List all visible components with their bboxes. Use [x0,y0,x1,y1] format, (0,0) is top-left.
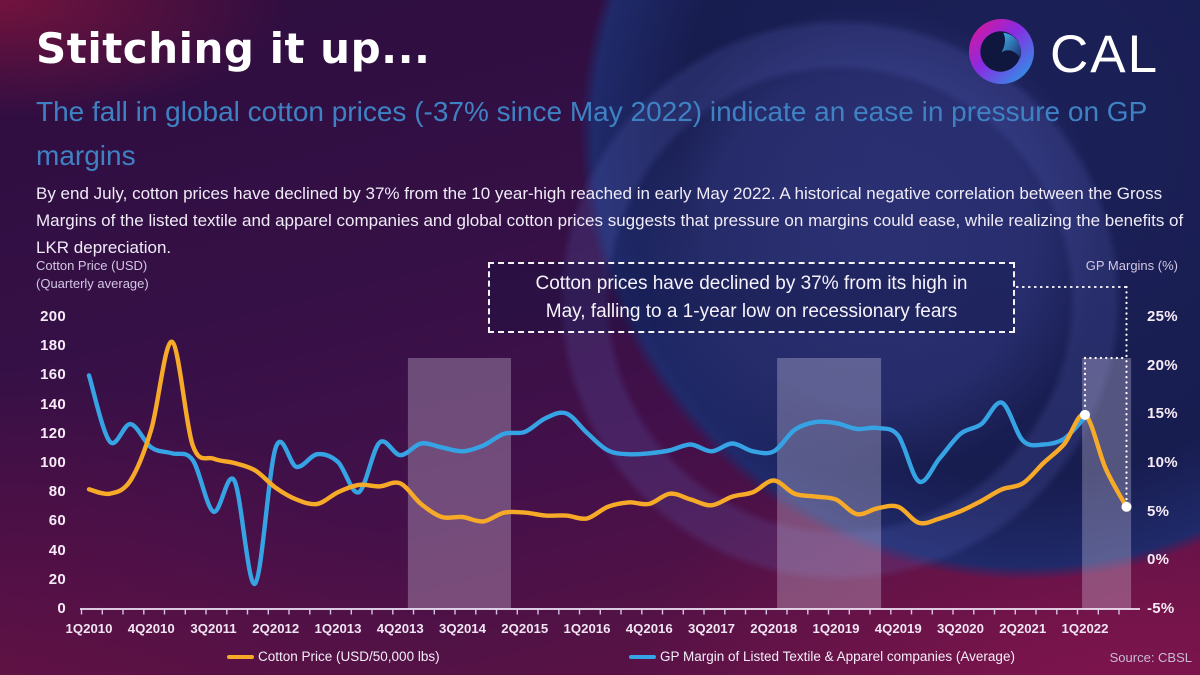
legend-item-gp: GP Margin of Listed Textile & Apparel co… [629,649,1015,664]
x-axis-tick-label: 4Q2013 [376,621,424,636]
left-axis-tick-label: 0 [57,600,66,617]
cal-logo-text: CAL [1050,24,1160,84]
right-axis-tick-label: 25% [1147,308,1178,325]
legend-label-cotton: Cotton Price (USD/50,000 lbs) [258,649,440,664]
page-title: Stitching it up... [36,24,431,73]
legend-label-gp: GP Margin of Listed Textile & Apparel co… [660,649,1015,664]
left-axis-title-line2: (Quarterly average) [36,276,149,292]
highlight-band [777,358,882,609]
body-text: By end July, cotton prices have declined… [36,184,1184,258]
x-axis-tick-label: 3Q2020 [937,621,984,636]
x-axis-tick-label: 1Q2022 [1061,621,1109,636]
x-axis-tick-label: 2Q2015 [501,621,549,636]
highlight-band [407,358,511,609]
x-axis-tick-label: 2Q2018 [750,621,798,636]
left-axis-tick-label: 180 [40,337,66,355]
x-axis-tick-label: 4Q2019 [874,621,922,636]
x-axis-tick-label: 1Q2016 [563,621,611,636]
source-label: Source: CBSL [1109,650,1192,665]
x-axis-tick-label: 4Q2010 [127,621,175,636]
x-axis-tick-label: 3Q2014 [439,621,486,636]
legend-item-cotton: Cotton Price (USD/50,000 lbs) [227,649,440,664]
x-axis-tick-label: 2Q2012 [252,621,300,636]
cal-logo: CAL [968,18,1159,90]
right-axis-tick-label: 20% [1147,356,1178,374]
left-axis-tick-label: 120 [40,424,66,442]
peak-marker-dot [1080,409,1090,420]
cotton-price-line [86,339,1129,526]
left-axis-tick-label: 20 [48,570,66,588]
left-axis-title-line1: Cotton Price (USD) [36,258,148,273]
x-axis-tick-label: 1Q2019 [812,621,860,636]
left-axis-tick-label: 140 [40,395,66,413]
right-axis-title: GP Margins (%) [1085,258,1178,273]
x-axis-tick-label: 4Q2016 [625,621,673,636]
cal-logo-icon [968,18,1035,90]
x-axis-tick-label: 1Q2010 [65,621,113,636]
left-axis-tick-label: 160 [40,366,66,384]
right-axis-tick-label: 15% [1147,405,1178,423]
cotton-line-swatch [227,654,254,659]
annotation-callout: Cotton prices have declined by 37% from … [488,262,1015,333]
latest-marker-dot [1121,501,1132,512]
highlight-band [1082,358,1132,609]
gp-margin-line [86,373,1088,586]
x-axis-tick-label: 1Q2013 [314,621,362,636]
right-axis-tick-label: 5% [1147,502,1170,520]
right-axis-tick-label: 10% [1147,454,1178,471]
left-axis-tick-label: 80 [48,483,66,501]
annotation-text: Cotton prices have declined by 37% from … [535,272,968,322]
subtitle: The fall in global cotton prices (-37% s… [36,96,1147,172]
right-axis-tick-label: -5% [1147,600,1175,617]
left-axis-tick-label: 40 [48,541,66,559]
left-axis-title: Cotton Price (USD) (Quarterly average) [36,257,149,293]
left-axis-tick-label: 200 [40,308,66,325]
gp-line-swatch [629,654,656,659]
left-axis-tick-label: 60 [48,512,66,530]
x-axis-tick-label: 3Q2017 [688,621,735,636]
right-axis-tick-label: 0% [1147,551,1170,569]
left-axis-tick-label: 100 [40,454,66,471]
x-axis-tick-label: 3Q2011 [190,621,237,636]
x-axis-tick-label: 2Q2021 [999,621,1047,636]
